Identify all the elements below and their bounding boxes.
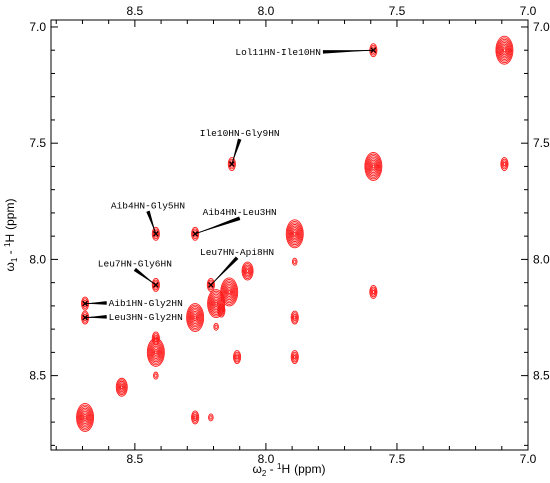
contour-peak xyxy=(76,403,95,432)
x-tick-label-bottom: 7.5 xyxy=(389,452,406,466)
contour-peak xyxy=(495,35,514,65)
peak-label: Aib4HN-Gly5HN xyxy=(111,200,185,211)
peak-marker xyxy=(82,314,88,321)
peak-label: Aib4HN-Leu3HN xyxy=(203,207,277,218)
y-tick-label-left: 7.5 xyxy=(29,136,46,150)
contour-peak xyxy=(290,310,299,325)
x-tick-label-bottom: 8.5 xyxy=(127,452,144,466)
peak-annotation: Leu7HN-Api8HN xyxy=(200,247,274,288)
contour-peak xyxy=(364,151,383,181)
contour-peak xyxy=(191,226,200,241)
contour-peak xyxy=(285,219,304,249)
x-tick-label-bottom: 8.0 xyxy=(258,452,275,466)
peak-marker xyxy=(229,161,235,167)
axis-tick-labels: 8.5 8.5 8.0 8.0 7.5 7.5 7.0 7.0 7.0 7.0 7.5 7.5 8.0 8… xyxy=(29,4,550,466)
peak-marker xyxy=(208,282,214,288)
y-axis-title: ω1 - 1H(ppm) xyxy=(3,199,19,272)
y-tick-label-left: 8.5 xyxy=(29,369,46,383)
y-tick-label-right: 7.5 xyxy=(533,136,550,150)
peak-label: Leu7HN-Gly6HN xyxy=(98,258,172,269)
x-tick-label-top: 7.0 xyxy=(520,4,537,18)
peak-annotation: Aib4HN-Leu3HN xyxy=(192,207,277,237)
peak-marker xyxy=(370,47,377,54)
contour-peak xyxy=(208,413,214,422)
y-tick-label-left: 7.0 xyxy=(29,20,46,34)
contour-peak xyxy=(500,157,509,172)
peak-label: Leu7HN-Api8HN xyxy=(200,247,274,258)
x-tick-label-bottom: 7.0 xyxy=(520,452,537,466)
contour-peak xyxy=(207,289,226,319)
peak-annotation: Aib1HN-Gly2HN xyxy=(82,298,183,309)
contour-peak xyxy=(227,157,236,172)
peak-annotation: Ile10HN-Gly9HN xyxy=(200,128,280,167)
contour-peak xyxy=(213,322,219,331)
peak-annotations: Lol11HN-Ile10HN Ile10HN-Gly9HN Aib4HN-Gly5… xyxy=(82,47,377,323)
contour-peak xyxy=(186,303,205,332)
peak-marker xyxy=(82,300,88,307)
x-axis-title: ω2 - 1H (ppm) xyxy=(253,462,326,478)
x-tick-label-top: 8.0 xyxy=(258,4,275,18)
contour-peak xyxy=(151,331,160,346)
contour-peak xyxy=(153,371,159,380)
contour-peak xyxy=(217,303,226,318)
contour-peak xyxy=(369,284,378,299)
peak-label: Lol11HN-Ile10HN xyxy=(235,47,321,58)
axis-ticks xyxy=(51,20,529,450)
peak-annotation: Lol11HN-Ile10HN xyxy=(235,47,377,58)
peak-annotation: Aib4HN-Gly5HN xyxy=(111,200,185,237)
contour-peak xyxy=(233,350,242,364)
peak-marker xyxy=(192,231,198,237)
contour-peak xyxy=(151,226,160,241)
y-tick-label-right: 8.0 xyxy=(533,252,550,266)
y-tick-label-right: 7.0 xyxy=(533,20,550,34)
x-tick-label-top: 7.5 xyxy=(389,4,406,18)
contour-peak xyxy=(290,350,299,364)
peak-annotation: Leu3HN-Gly2HN xyxy=(82,312,183,323)
peak-label: Leu3HN-Gly2HN xyxy=(109,312,183,323)
contour-peak xyxy=(115,377,128,397)
contour-peak xyxy=(151,278,160,292)
peak-annotation: Leu7HN-Gly6HN xyxy=(98,258,172,288)
contour-peak xyxy=(191,410,200,425)
contour-peak xyxy=(241,261,254,281)
peak-label: Ile10HN-Gly9HN xyxy=(200,128,280,139)
contour-peak xyxy=(291,257,298,266)
peak-label: Aib1HN-Gly2HN xyxy=(109,298,183,309)
x-tick-label-top: 8.5 xyxy=(127,4,144,18)
y-tick-label-left: 8.0 xyxy=(29,252,46,266)
peak-marker xyxy=(153,282,159,288)
contour-peak xyxy=(206,278,215,292)
y-tick-label-right: 8.5 xyxy=(533,369,550,383)
peak-marker xyxy=(153,231,159,237)
